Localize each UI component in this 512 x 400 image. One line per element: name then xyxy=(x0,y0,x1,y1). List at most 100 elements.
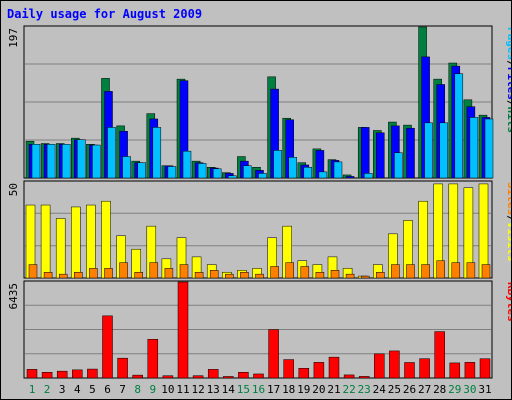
x-tick-label-day-3: 3 xyxy=(59,383,66,396)
bar-pages-day-31 xyxy=(484,118,494,179)
x-tick-label-day-30: 30 xyxy=(463,383,476,396)
bar-pages-day-11 xyxy=(182,150,192,179)
bar-pages-day-14 xyxy=(228,175,237,179)
bar-kbytes-day-24 xyxy=(374,353,385,379)
bar-kbytes-day-18 xyxy=(283,359,294,379)
bar-sites-day-16 xyxy=(255,273,264,279)
bar-pages-day-20 xyxy=(318,171,328,179)
bar-pages-day-29 xyxy=(454,73,464,179)
bar-pages-day-16 xyxy=(258,173,267,179)
bar-pages-day-6 xyxy=(107,127,116,179)
x-tick-label-day-20: 20 xyxy=(312,383,325,396)
bar-sites-day-6 xyxy=(104,268,113,279)
bar-files-day-26 xyxy=(406,127,415,179)
bar-kbytes-day-12 xyxy=(192,375,204,379)
x-tick-label-day-6: 6 xyxy=(104,383,111,396)
bar-sites-day-9 xyxy=(149,262,159,279)
bar-pages-day-5 xyxy=(92,144,101,179)
x-axis-day-labels: 1 2 3 4 5 6 7 8 9 10 11 12 13 14 15 16 17 18 19 20 21 22 23 24 2… xyxy=(29,383,492,396)
bar-sites-day-22 xyxy=(345,273,355,279)
legend-sites: Sites xyxy=(505,182,511,215)
x-tick-label-day-26: 26 xyxy=(403,383,416,396)
bar-kbytes-day-15 xyxy=(238,371,249,379)
x-tick-label-day-4: 4 xyxy=(74,383,81,396)
bar-kbytes-day-8 xyxy=(132,374,143,379)
y-max-tick-label: 197 xyxy=(7,28,20,48)
x-tick-label-day-10: 10 xyxy=(161,383,174,396)
chart-panel-visits-sites: 50 Sites/Visits xyxy=(7,180,511,279)
bar-kbytes-day-23 xyxy=(358,376,370,379)
bar-sites-day-24 xyxy=(376,271,385,279)
bar-pages-day-12 xyxy=(197,163,207,179)
bar-sites-day-27 xyxy=(421,264,430,279)
bar-kbytes-day-28 xyxy=(434,331,445,379)
bar-sites-day-31 xyxy=(481,264,491,279)
bar-sites-day-25 xyxy=(391,264,400,279)
x-tick-label-day-12: 12 xyxy=(191,383,204,396)
bar-pages-day-28 xyxy=(439,122,448,179)
x-tick-label-day-24: 24 xyxy=(373,383,387,396)
x-tick-label-day-14: 14 xyxy=(222,383,236,396)
bar-kbytes-day-27 xyxy=(419,358,430,379)
bar-sites-day-1 xyxy=(28,264,38,279)
bar-kbytes-day-31 xyxy=(479,358,491,379)
legend-files: Files xyxy=(505,67,511,100)
legend-hits: Hits xyxy=(505,107,511,134)
legend-kbytes: KBytes xyxy=(505,282,511,322)
bar-kbytes-day-6 xyxy=(102,315,113,379)
bar-kbytes-day-22 xyxy=(343,374,355,379)
bar-kbytes-day-4 xyxy=(72,369,83,379)
bar-kbytes-day-5 xyxy=(87,368,98,379)
x-tick-label-day-15: 15 xyxy=(237,383,250,396)
x-tick-label-day-29: 29 xyxy=(448,383,461,396)
bar-pages-day-7 xyxy=(122,156,131,179)
bar-pages-day-8 xyxy=(137,162,146,179)
legend-visits: Visits xyxy=(505,222,511,262)
bar-visits-day-6 xyxy=(101,200,111,279)
bar-pages-day-1 xyxy=(31,144,41,179)
bar-sites-day-18 xyxy=(285,262,294,279)
bar-sites-day-11 xyxy=(179,264,189,279)
x-tick-label-day-16: 16 xyxy=(252,383,265,396)
bar-kbytes-day-21 xyxy=(328,356,340,379)
bar-visits-day-5 xyxy=(86,204,96,279)
bar-files-day-24 xyxy=(376,132,385,179)
bar-pages-day-30 xyxy=(469,117,479,179)
x-tick-label-day-11: 11 xyxy=(176,383,189,396)
bar-kbytes-day-7 xyxy=(117,357,128,379)
bar-sites-day-15 xyxy=(240,271,249,279)
bar-pages-day-27 xyxy=(424,122,433,179)
bar-pages-day-10 xyxy=(167,166,177,179)
x-tick-label-day-19: 19 xyxy=(297,383,310,396)
bar-kbytes-day-10 xyxy=(162,375,174,379)
x-tick-label-day-8: 8 xyxy=(134,383,141,396)
bar-kbytes-day-19 xyxy=(298,368,310,379)
bar-sites-day-30 xyxy=(466,262,476,279)
x-tick-label-day-25: 25 xyxy=(388,383,401,396)
chart-title: Daily usage for August 2009 xyxy=(7,7,202,21)
legend-separator: / xyxy=(505,100,511,107)
x-tick-label-day-18: 18 xyxy=(282,383,295,396)
bar-pages-day-13 xyxy=(212,168,222,179)
bar-sites-day-21 xyxy=(330,270,340,279)
x-tick-label-day-13: 13 xyxy=(207,383,220,396)
bar-sites-day-12 xyxy=(194,271,204,279)
bar-files-day-22 xyxy=(345,176,355,179)
bar-kbytes-day-16 xyxy=(253,373,264,379)
bar-pages-day-15 xyxy=(243,165,252,179)
bar-kbytes-day-9 xyxy=(147,338,159,379)
bar-kbytes-day-25 xyxy=(389,350,400,379)
bar-sites-day-8 xyxy=(134,271,143,279)
bar-visits-day-4 xyxy=(71,206,81,279)
x-tick-label-day-27: 27 xyxy=(418,383,431,396)
bar-kbytes-day-11 xyxy=(177,281,189,379)
bar-pages-day-18 xyxy=(288,157,297,179)
bar-sites-day-3 xyxy=(58,273,68,279)
x-tick-label-day-23: 23 xyxy=(358,383,371,396)
bar-pages-day-17 xyxy=(273,150,282,179)
panel-legend: Sites/Visits xyxy=(505,182,511,262)
x-tick-label-day-17: 17 xyxy=(267,383,280,396)
bar-sites-day-23 xyxy=(360,275,370,279)
